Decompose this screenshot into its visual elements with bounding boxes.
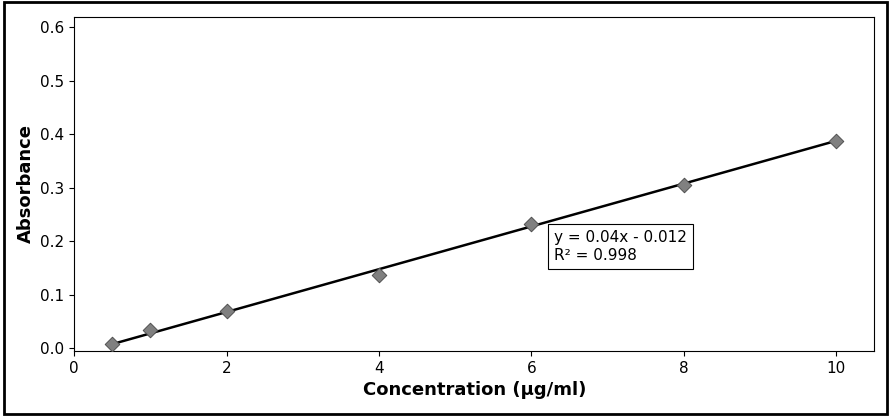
Text: y = 0.04x - 0.012
R² = 0.998: y = 0.04x - 0.012 R² = 0.998 xyxy=(554,230,687,263)
Point xyxy=(830,137,844,144)
Point xyxy=(105,341,119,347)
Point xyxy=(372,272,386,278)
Point xyxy=(676,182,691,188)
Point xyxy=(524,221,538,228)
Y-axis label: Absorbance: Absorbance xyxy=(17,124,35,243)
Point xyxy=(219,307,233,314)
Point xyxy=(143,326,158,333)
X-axis label: Concentration (µg/ml): Concentration (µg/ml) xyxy=(363,381,586,399)
